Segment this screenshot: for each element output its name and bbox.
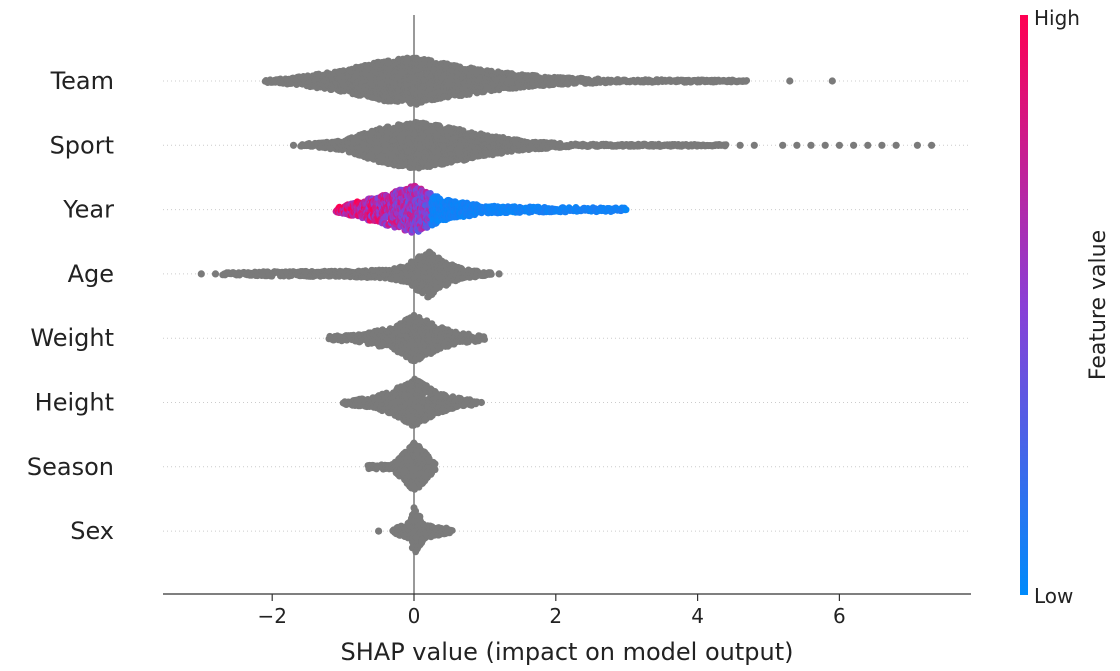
- outlier-sport: [289, 141, 298, 149]
- point-sport: [722, 141, 730, 149]
- swarm-year: [332, 182, 630, 236]
- point-team: [743, 77, 751, 84]
- outlier-team: [786, 77, 794, 85]
- swarm-sport: [289, 118, 936, 172]
- outlier-sport: [864, 141, 872, 149]
- outlier-sport: [850, 141, 858, 149]
- swarm-team: [261, 54, 836, 108]
- outlier-sport: [913, 141, 922, 149]
- outlier-sport: [821, 141, 829, 149]
- outlier-sport: [793, 141, 801, 149]
- outlier-sport: [807, 141, 815, 149]
- outlier-sport: [835, 141, 844, 149]
- outlier-sport: [878, 141, 886, 149]
- beeswarm-layer: [197, 54, 936, 556]
- outlier-sport: [779, 141, 787, 149]
- outlier-team: [828, 77, 836, 85]
- swarm-age: [197, 248, 503, 301]
- outlier-sport: [750, 141, 758, 149]
- outlier-sport: [736, 141, 744, 149]
- outlier-sport: [892, 141, 900, 149]
- outlier-sport: [928, 141, 936, 149]
- point-year: [622, 206, 630, 214]
